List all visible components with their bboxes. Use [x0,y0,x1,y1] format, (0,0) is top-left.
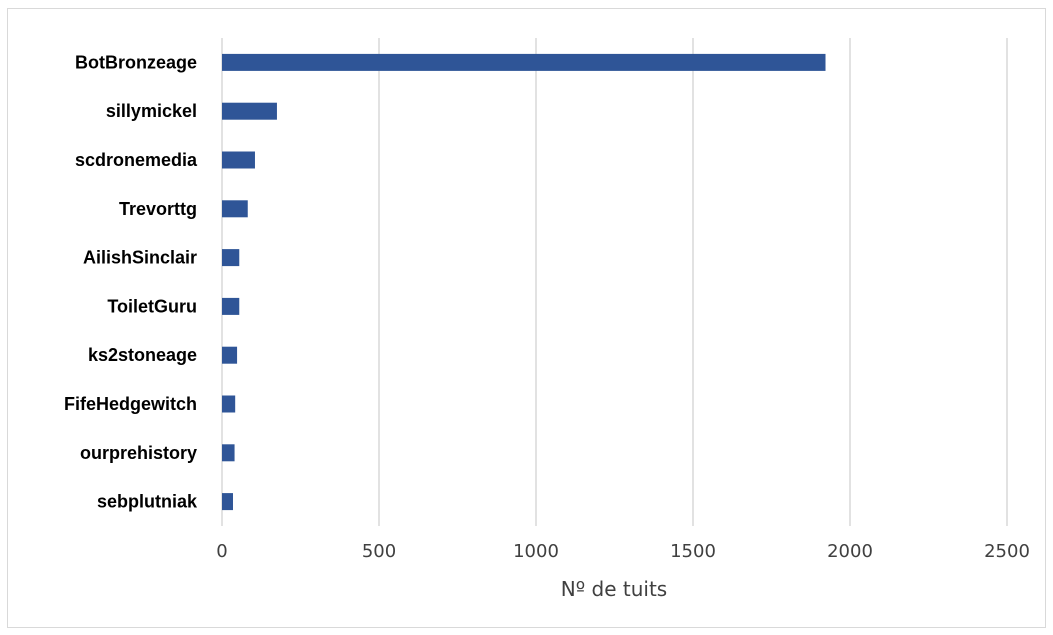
x-tick-1000: 1000 [513,541,559,562]
x-tick-2500: 2500 [984,541,1030,562]
chart-frame [7,8,1046,628]
category-label-ks2stoneage: ks2stoneage [88,345,197,365]
bar-BotBronzeage [222,53,826,71]
bar-ourprehistory [222,444,235,462]
category-label-sillymickel: sillymickel [106,101,197,121]
x-tick-labels: 0 500 1000 1500 2000 2500 [216,541,1030,562]
category-label-FifeHedgewitch: FifeHedgewitch [64,394,197,414]
bar-ks2stoneage [222,346,238,364]
category-label-ourprehistory: ourprehistory [80,443,197,463]
category-label-AilishSinclair: AilishSinclair [83,248,197,268]
category-label-BotBronzeage: BotBronzeage [75,52,197,72]
bar-sillymickel [222,102,277,120]
bar-ToiletGuru [222,297,240,315]
x-tick-1500: 1500 [670,541,716,562]
category-label-sebplutniak: sebplutniak [97,492,198,512]
gridlines [221,38,1008,526]
x-axis-title: Nº de tuits [561,577,667,601]
x-tick-2000: 2000 [827,541,873,562]
x-tick-500: 500 [362,541,396,562]
bar-FifeHedgewitch [222,395,236,413]
x-tick-0: 0 [216,541,227,562]
category-label-Trevorttg: Trevorttg [119,199,197,219]
category-label-ToiletGuru: ToiletGuru [107,296,197,316]
bar-scdronemedia [222,151,255,169]
bar-Trevorttg [222,200,248,218]
bars [222,53,826,511]
category-labels: BotBronzeage sillymickel scdronemedia Trevo… [64,52,198,511]
category-label-scdronemedia: scdronemedia [75,150,198,170]
bar-sebplutniak [222,493,233,511]
bar-AilishSinclair [222,249,240,267]
